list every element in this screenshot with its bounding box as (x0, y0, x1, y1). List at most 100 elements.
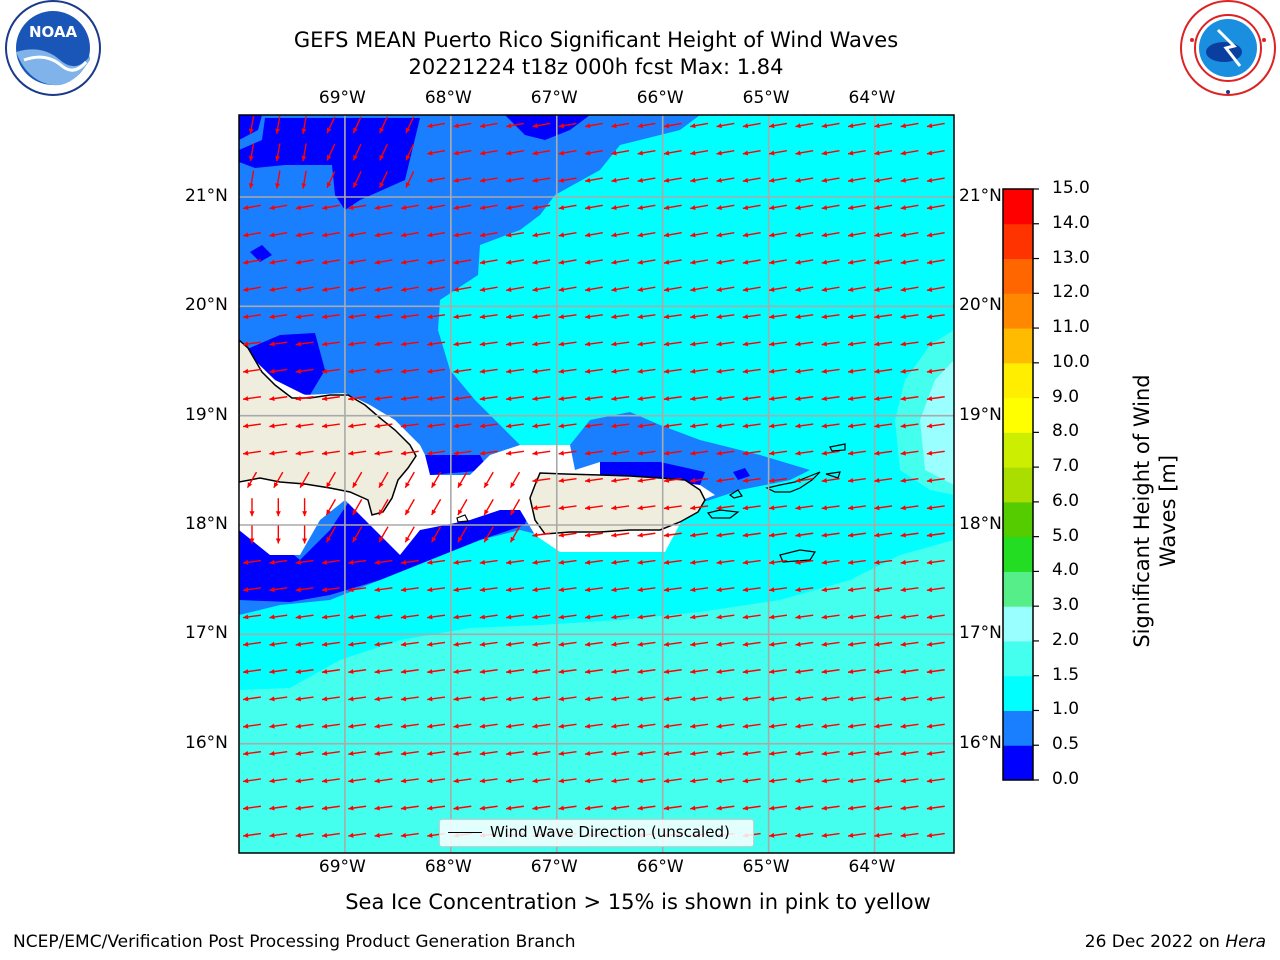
contour-1.5-2 (239, 540, 954, 853)
vector-arrow-240 (874, 341, 893, 347)
vector-arrow-471 (558, 587, 577, 593)
colorbar-tick-label-4: 2.0 (1052, 629, 1080, 650)
vector-arrow-704 (295, 832, 314, 838)
vector-arrow-150 (637, 259, 656, 265)
vector-arrow-7 (427, 122, 446, 129)
vector-arrow-153 (716, 259, 735, 265)
vector-arrow-397 (742, 505, 761, 511)
vector-arrow-552 (558, 669, 577, 675)
vector-arrow-624 (321, 750, 340, 756)
vector-arrow-134 (926, 231, 945, 238)
vector-arrow-129 (795, 231, 814, 238)
vector-arrow-432 (242, 559, 262, 565)
vector-arrow-480 (795, 587, 814, 593)
vector-arrow-40 (584, 150, 603, 156)
vector-arrow-78 (874, 177, 893, 183)
vector-arrow-86 (374, 204, 393, 211)
vector-arrow-501 (637, 614, 656, 620)
vector-arrow-59 (379, 171, 388, 189)
chart-subtitle: 20221224 t18z 000h fcst Max: 1.84 (408, 55, 784, 79)
vector-arrow-463 (348, 587, 367, 593)
colorbar-tick-label-8: 6.0 (1052, 490, 1080, 511)
vector-arrow-265 (821, 368, 840, 374)
vector-arrow-44 (690, 150, 709, 156)
vector-arrow-291 (795, 396, 814, 402)
vector-arrow-47 (769, 150, 787, 156)
vector-arrow-685 (505, 805, 525, 811)
vector-arrow-330 (400, 450, 419, 456)
vector-arrow-436 (348, 559, 367, 565)
vector-arrow-570 (321, 696, 340, 702)
vector-arrow-413 (457, 526, 468, 543)
vector-arrow-293 (847, 396, 866, 402)
vector-arrow-69 (637, 177, 656, 183)
vector-arrow-61 (427, 177, 446, 183)
vector-arrow-699 (874, 805, 893, 811)
vector-arrow-71 (690, 177, 709, 183)
vector-arrow-410 (378, 526, 389, 543)
vector-arrow-205 (663, 314, 682, 320)
vector-arrow-325 (269, 450, 288, 456)
vector-arrow-41 (611, 150, 630, 156)
vector-arrow-11 (532, 122, 551, 129)
colorbar-tick-label-10: 8.0 (1052, 421, 1080, 442)
vector-arrow-386 (457, 499, 468, 516)
vector-arrow-341 (690, 450, 709, 456)
vector-arrow-23 (847, 122, 866, 129)
vector-arrow-533 (768, 641, 788, 647)
vector-arrow-377 (926, 477, 945, 483)
vector-arrow-485 (926, 587, 945, 593)
vector-arrow-403 (900, 505, 919, 511)
vector-arrow-184 (821, 286, 840, 292)
vector-arrow-232 (663, 341, 682, 347)
vector-arrow-475 (663, 587, 682, 593)
vector-arrow-268 (900, 368, 919, 374)
vector-arrow-593 (926, 696, 945, 702)
colorbar-title: Significant Height of Wind Waves [m] (1130, 374, 1180, 648)
noaa-logo-text: NOAA (29, 23, 78, 41)
vector-arrow-157 (821, 259, 840, 265)
vector-arrow-527 (611, 641, 630, 647)
vector-arrow-6 (405, 116, 415, 134)
vector-arrow-702 (242, 832, 262, 838)
vector-arrow-160 (900, 259, 919, 265)
vector-arrow-162 (243, 286, 261, 292)
colorbar-bin-3 (1003, 640, 1033, 677)
vector-arrow-185 (847, 286, 866, 292)
vector-arrow-116 (453, 231, 472, 238)
vector-arrow-375 (874, 477, 893, 483)
vector-arrow-269 (926, 368, 945, 374)
vector-arrow-292 (821, 396, 840, 402)
noaa-logo: NOAA (5, 0, 101, 96)
vector-arrow-281 (532, 396, 551, 402)
vector-arrow-45 (716, 150, 735, 156)
vector-arrow-616 (821, 723, 840, 729)
vector-arrow-603 (479, 723, 498, 729)
vector-arrow-234 (716, 341, 735, 347)
vector-arrow-416 (532, 532, 551, 538)
vector-arrow-434 (295, 559, 314, 565)
vector-arrow-224 (453, 341, 472, 347)
vector-arrow-125 (690, 231, 709, 238)
vector-arrow-1 (275, 116, 281, 134)
vector-arrow-559 (742, 669, 761, 675)
vector-arrow-707 (374, 832, 393, 838)
vector-arrow-567 (242, 696, 262, 702)
vector-arrow-176 (611, 286, 630, 292)
vector-arrow-679 (348, 805, 367, 811)
vector-arrow-73 (742, 177, 761, 183)
vector-arrow-450 (716, 559, 735, 565)
vector-arrow-2 (301, 116, 307, 134)
vector-arrow-499 (584, 614, 603, 620)
vector-arrow-631 (505, 750, 525, 756)
vector-arrow-409 (352, 526, 363, 543)
vector-arrow-398 (768, 505, 788, 511)
vector-arrow-252 (479, 368, 498, 374)
colorbar-bin-6 (1003, 536, 1033, 572)
vector-arrow-356 (378, 471, 389, 489)
vector-arrow-35 (453, 150, 472, 156)
vector-arrow-279 (479, 396, 498, 402)
vector-arrow-425 (768, 532, 788, 538)
colorbar-tick-label-14: 12.0 (1052, 282, 1090, 303)
vector-arrow-612 (716, 723, 735, 729)
